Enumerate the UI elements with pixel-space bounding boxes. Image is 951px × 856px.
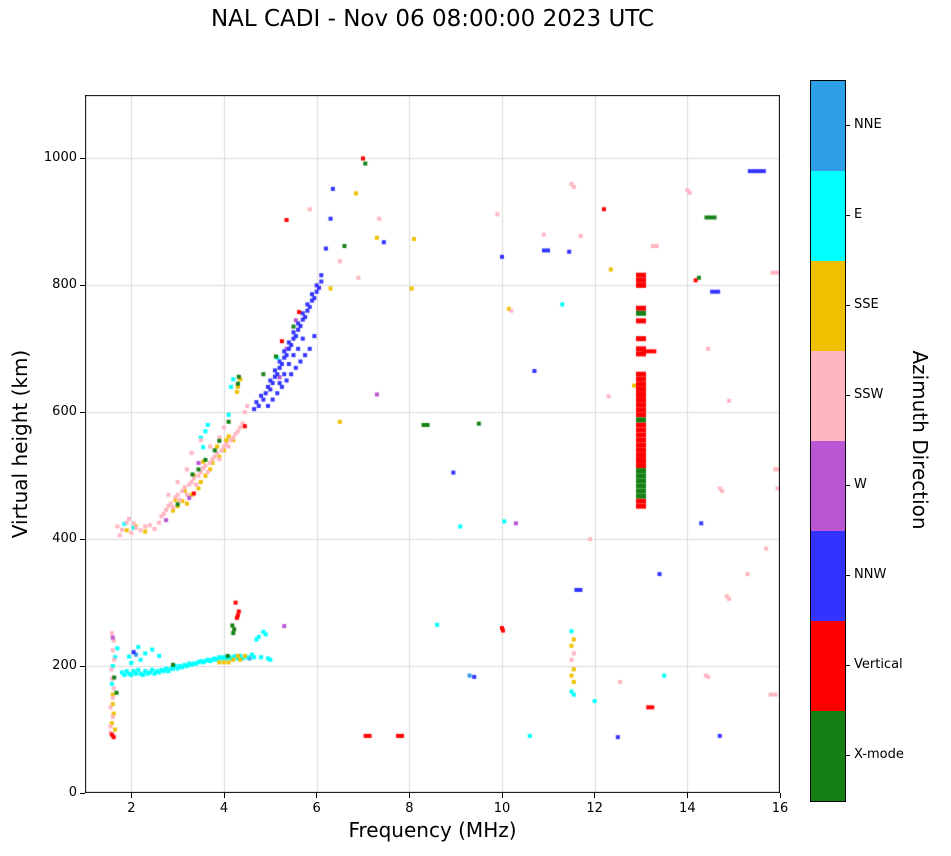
- y-tick: [80, 792, 85, 794]
- y-tick: [80, 538, 85, 540]
- y-tick-label: 800: [52, 277, 77, 293]
- y-tick: [80, 157, 85, 159]
- y-tick-label: 1000: [43, 150, 77, 166]
- y-tick-label: 600: [52, 404, 77, 420]
- y-axis-label: Virtual height (km): [8, 349, 32, 539]
- colorbar-segment-x-mode: [811, 711, 845, 801]
- x-tick-label: 12: [586, 801, 603, 816]
- x-tick: [501, 793, 503, 798]
- x-axis-label: Frequency (MHz): [348, 818, 517, 842]
- chart-title: NAL CADI - Nov 06 08:00:00 2023 UTC: [210, 6, 655, 32]
- colorbar-tick-label: SSW: [854, 387, 884, 402]
- y-tick: [80, 665, 85, 667]
- x-tick-label: 4: [219, 801, 229, 816]
- colorbar-tick-label: X-mode: [854, 747, 904, 762]
- colorbar-tick-label: SSE: [854, 297, 879, 312]
- colorbar-segment-nne: [811, 81, 845, 171]
- colorbar-segment-ssw: [811, 351, 845, 441]
- colorbar-tick: [846, 394, 850, 396]
- colorbar-segment-vertical: [811, 621, 845, 711]
- x-tick-label: 16: [771, 801, 789, 816]
- colorbar-tick: [846, 754, 850, 756]
- y-tick-label: 200: [52, 658, 77, 674]
- colorbar-axis-label: Azimuth Direction: [908, 350, 932, 530]
- y-tick-label: 400: [52, 531, 77, 547]
- y-tick-label: 0: [68, 785, 77, 800]
- x-tick: [686, 793, 688, 798]
- colorbar-segment-w: [811, 441, 845, 531]
- colorbar-segment-e: [811, 171, 845, 261]
- y-tick: [80, 284, 85, 286]
- x-tick-label: 8: [405, 801, 414, 816]
- x-tick: [130, 793, 132, 798]
- colorbar-tick: [846, 574, 850, 576]
- colorbar-tick-label: NNW: [854, 567, 887, 582]
- colorbar-tick: [846, 304, 850, 306]
- colorbar-segment-sse: [811, 261, 845, 351]
- colorbar-segment-nnw: [811, 531, 845, 621]
- y-tick: [80, 411, 85, 413]
- plot-area: [85, 95, 780, 793]
- colorbar-tick: [846, 124, 850, 126]
- colorbar: [810, 80, 846, 802]
- x-tick: [223, 793, 225, 798]
- colorbar-tick: [846, 214, 850, 216]
- colorbar-tick-label: W: [854, 477, 867, 492]
- x-tick-label: 10: [493, 801, 511, 816]
- x-tick: [408, 793, 410, 798]
- x-tick: [316, 793, 318, 798]
- colorbar-tick-label: Vertical: [854, 657, 903, 672]
- x-tick-label: 6: [312, 801, 321, 816]
- x-tick-label: 14: [679, 801, 696, 816]
- x-tick: [779, 793, 781, 798]
- colorbar-tick: [846, 484, 850, 486]
- x-tick: [594, 793, 596, 798]
- colorbar-tick-label: E: [854, 207, 863, 222]
- colorbar-tick-label: NNE: [854, 117, 882, 132]
- x-tick-label: 2: [127, 801, 136, 816]
- colorbar-tick: [846, 664, 850, 666]
